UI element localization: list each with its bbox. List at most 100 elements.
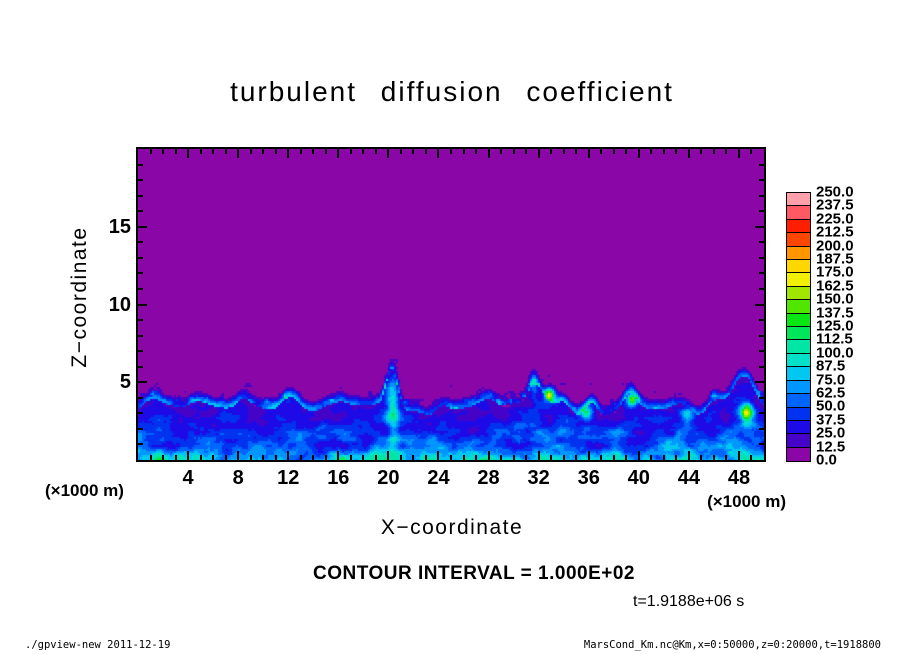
x-tick-label: 24 <box>427 467 450 489</box>
axis-tick <box>287 451 290 460</box>
axis-tick <box>755 303 764 306</box>
axis-tick <box>162 149 165 154</box>
axis-tick <box>759 443 764 446</box>
axis-tick <box>337 451 340 460</box>
axis-tick <box>550 149 553 154</box>
axis-tick <box>550 455 553 460</box>
axis-tick <box>450 149 452 154</box>
y-tick-label: 15 <box>108 215 131 238</box>
axis-tick <box>424 149 427 154</box>
axis-tick <box>537 149 540 158</box>
axis-tick <box>174 149 177 154</box>
colorbar-tick-label: 100.0 <box>816 344 854 362</box>
axis-tick <box>475 455 478 460</box>
axis-tick <box>759 334 764 337</box>
axis-tick <box>512 455 515 460</box>
axis-tick <box>138 381 147 384</box>
axis-tick <box>725 149 728 154</box>
axis-tick <box>399 455 402 460</box>
axis-tick <box>755 225 764 228</box>
axis-tick <box>637 149 640 158</box>
heatmap-canvas <box>138 149 764 460</box>
axis-tick <box>149 149 152 154</box>
axis-tick <box>750 455 753 460</box>
axis-tick <box>138 241 143 244</box>
x-axis-title: X−coordinate <box>380 516 524 539</box>
axis-tick <box>759 287 764 290</box>
axis-tick <box>224 455 227 460</box>
x-tick-label: 16 <box>327 467 350 489</box>
axis-tick <box>759 412 764 415</box>
x-tick-label: 44 <box>677 467 700 489</box>
axis-tick <box>138 256 143 259</box>
axis-tick <box>475 149 478 154</box>
axis-tick <box>387 149 390 158</box>
axis-tick <box>138 272 143 275</box>
x-tick-label: 40 <box>627 467 650 489</box>
axis-tick <box>138 287 143 290</box>
x-tick-label: 8 <box>232 467 244 489</box>
axis-tick <box>287 149 290 158</box>
axis-tick <box>562 149 565 154</box>
axis-tick <box>737 149 740 158</box>
colorbar-tick-label: 25.0 <box>816 424 846 442</box>
axis-tick <box>662 149 665 154</box>
colorbar-tick-label: 87.5 <box>816 357 846 375</box>
colorbar-tick-label: 250.0 <box>816 183 854 201</box>
axis-tick <box>675 149 678 154</box>
axis-tick <box>274 455 277 460</box>
axis-tick <box>759 210 764 213</box>
axis-tick <box>512 149 515 154</box>
axis-tick <box>149 455 152 460</box>
axis-tick <box>262 149 265 154</box>
axis-tick <box>462 149 465 154</box>
axis-tick <box>759 272 764 275</box>
y-tick-label: 10 <box>108 293 131 316</box>
colorbar-tick-label: 112.5 <box>816 330 853 348</box>
colorbar-tick-label: 50.0 <box>816 397 846 415</box>
axis-tick <box>462 455 465 460</box>
axis-tick <box>224 149 227 154</box>
x-tick-label: 32 <box>527 467 550 489</box>
colorbar-tick-label: 225.0 <box>816 210 854 228</box>
axis-tick <box>675 455 678 460</box>
axis-tick <box>412 149 415 154</box>
axis-tick <box>759 427 764 430</box>
axis-tick <box>759 241 764 244</box>
axis-tick <box>138 225 147 228</box>
axis-tick <box>324 455 327 460</box>
axis-tick <box>625 455 628 460</box>
axis-tick <box>249 455 252 460</box>
axis-tick <box>600 455 603 460</box>
colorbar-tick-label: 0.0 <box>816 451 837 469</box>
x-tick-label: 12 <box>277 467 300 489</box>
axis-tick <box>138 443 143 446</box>
axis-tick <box>138 350 143 353</box>
axis-tick <box>637 451 640 460</box>
axis-tick <box>237 451 240 460</box>
x-tick-label: 20 <box>377 467 400 489</box>
axis-tick <box>487 451 490 460</box>
axis-tick <box>575 149 578 154</box>
axis-tick <box>138 210 143 213</box>
colorbar-tick-label: 187.5 <box>816 250 854 268</box>
colorbar-tick-label: 175.0 <box>816 263 854 281</box>
axis-tick <box>374 455 377 460</box>
axis-tick <box>625 149 628 154</box>
axis-tick <box>500 455 503 460</box>
axis-tick <box>687 451 690 460</box>
chart-title: turbulent diffusion coefficient <box>230 76 674 107</box>
axis-tick <box>525 149 528 154</box>
axis-tick <box>138 194 143 197</box>
footer-command-line: ./gpview-new 2011-12-19 <box>25 639 171 651</box>
axis-tick <box>450 455 452 460</box>
axis-tick <box>212 149 215 154</box>
axis-tick <box>759 194 764 197</box>
axis-tick <box>700 455 703 460</box>
axis-tick <box>199 149 202 154</box>
axis-tick <box>487 149 490 158</box>
time-annotation: t=1.9188e+06 s <box>633 593 745 610</box>
colorbar-tick-label: 137.5 <box>816 304 854 322</box>
axis-tick <box>138 365 143 368</box>
axis-tick <box>374 149 377 154</box>
